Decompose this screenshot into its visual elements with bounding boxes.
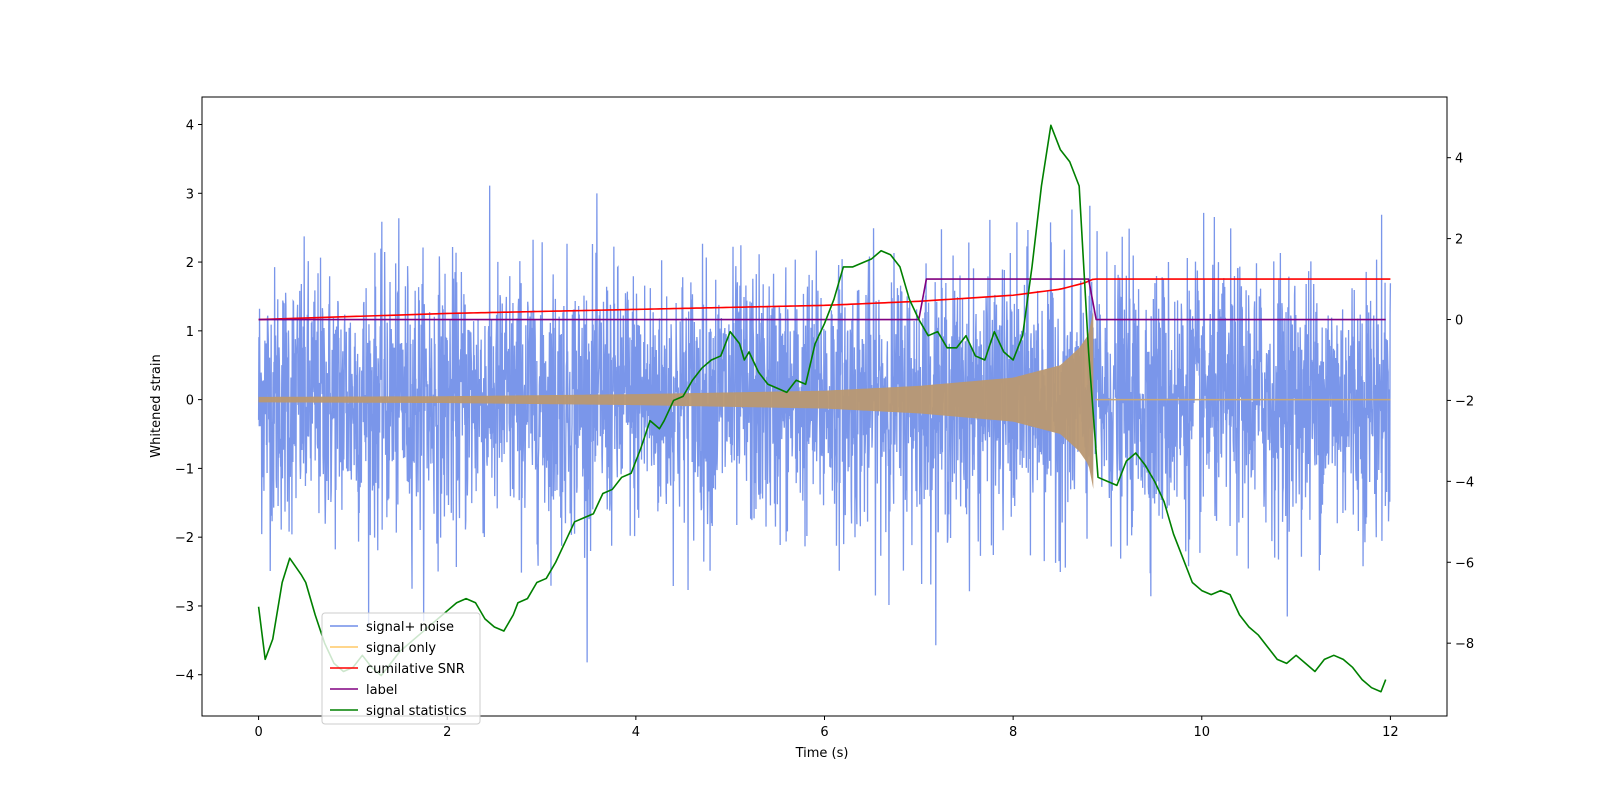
legend-box	[321, 612, 481, 725]
y-left-tick-label: 0	[186, 394, 194, 409]
y-right-tick-label: 4	[1455, 152, 1463, 167]
y-left-tick-label: −4	[175, 669, 194, 684]
legend-entry-label: signal only	[366, 641, 436, 656]
y-left-tick-label: 2	[186, 256, 194, 271]
y-left-tick-label: 3	[186, 187, 194, 202]
x-tick-label: 4	[632, 725, 640, 740]
legend-entry-label: signal+ noise	[366, 620, 454, 635]
legend-entry-label: cumilative SNR	[366, 662, 465, 677]
x-tick-label: 6	[820, 725, 828, 740]
y-right-tick-label: −2	[1455, 394, 1474, 409]
y-left-tick-label: 1	[186, 325, 194, 340]
series-label	[258, 278, 1386, 321]
y-axis-label: Whitened strain	[149, 354, 164, 457]
y-left-tick-label: 4	[186, 119, 194, 134]
plot-area	[257, 124, 1392, 693]
legend-entry-label: label	[366, 683, 397, 698]
y-left-tick-label: −1	[175, 462, 194, 477]
legend-entry-label: signal statistics	[366, 704, 467, 719]
y-right-tick-label: −6	[1455, 556, 1474, 571]
legend: signal+ noise signal only cumilative SNR la…	[321, 612, 481, 725]
y-left-tick-label: −3	[175, 600, 194, 615]
x-tick-label: 12	[1382, 725, 1399, 740]
series-signal-noise	[257, 185, 1392, 663]
y-right-tick-label: −8	[1455, 637, 1474, 652]
series-cumulative-snr	[258, 278, 1391, 321]
y-right-tick-label: −4	[1455, 475, 1474, 490]
x-tick-label: 8	[1009, 725, 1017, 740]
x-axis-label: Time (s)	[795, 746, 849, 761]
x-tick-label: 2	[443, 725, 451, 740]
y-left-tick-label: −2	[175, 531, 194, 546]
y-right-tick-label: 0	[1455, 314, 1463, 329]
y-right-tick-label: 2	[1455, 233, 1463, 248]
x-tick-label: 0	[254, 725, 262, 740]
x-tick-label: 10	[1193, 725, 1210, 740]
